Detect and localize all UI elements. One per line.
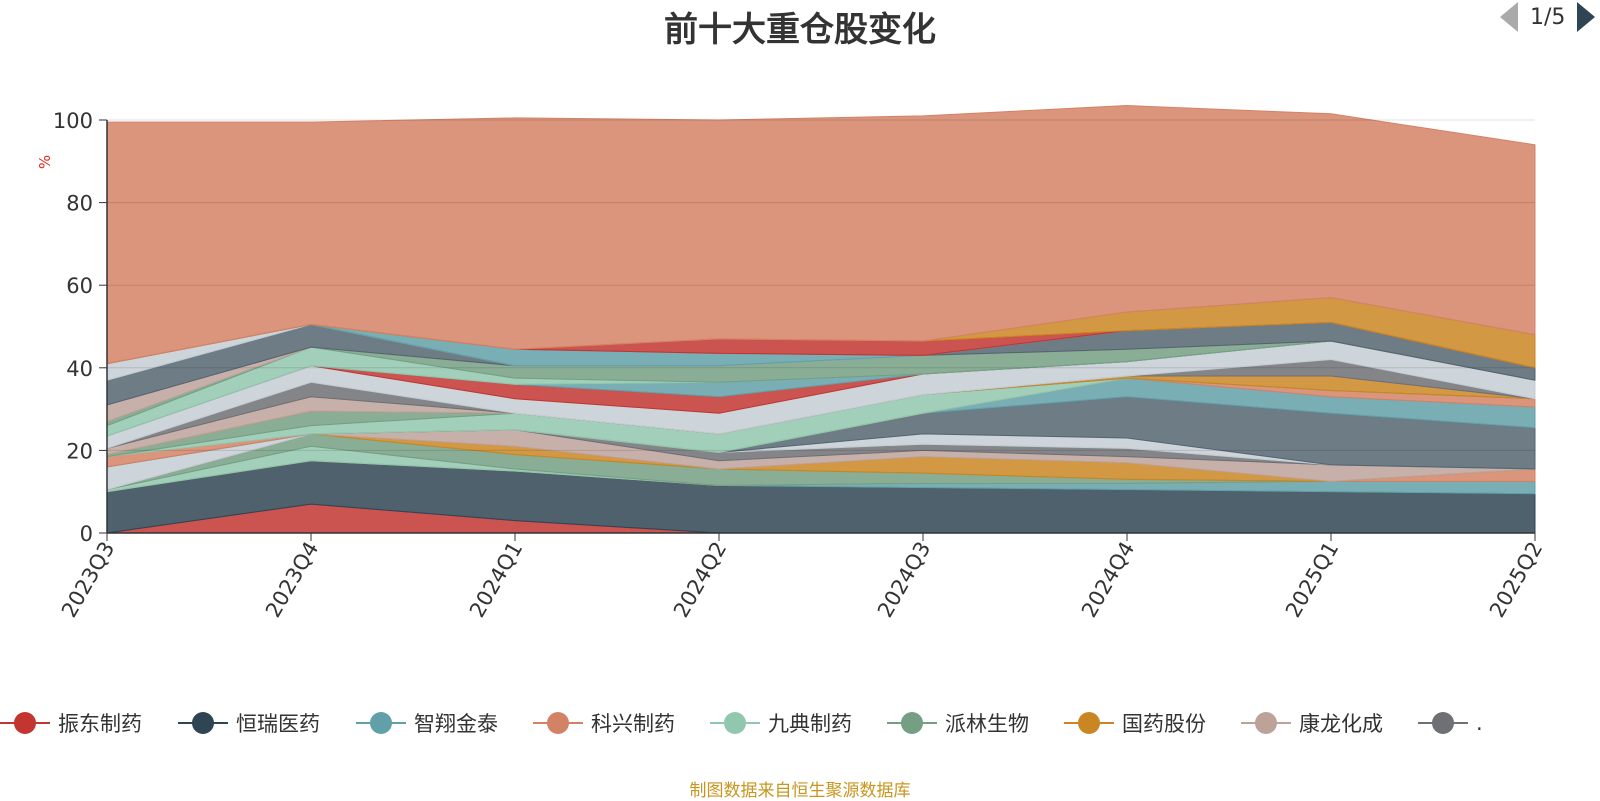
circle-icon bbox=[710, 706, 760, 740]
area-series-group bbox=[106, 105, 1536, 534]
y-tick-label: 40 bbox=[66, 357, 93, 381]
circle-icon bbox=[178, 706, 228, 740]
legend-item[interactable]: 振东制药 bbox=[0, 706, 142, 740]
legend-label: 国药股份 bbox=[1122, 712, 1206, 736]
circle-icon bbox=[1418, 706, 1468, 740]
stacked-area-chart: 0 20 40 60 80 100 2023Q3 2023Q4 2024Q1 2024Q2 2024… bbox=[36, 105, 1547, 622]
x-tick-label: 2024Q1 bbox=[465, 538, 527, 622]
x-tick-label: 2024Q4 bbox=[1077, 538, 1139, 622]
gridlines bbox=[107, 119, 1535, 451]
legend-item[interactable]: 派林生物 bbox=[887, 706, 1029, 740]
legend-item[interactable]: . bbox=[1418, 706, 1483, 740]
legend-item[interactable]: 九典制药 bbox=[710, 706, 852, 740]
y-tick-label: 100 bbox=[53, 109, 93, 133]
source-note: 制图数据来自恒生聚源数据库 bbox=[689, 781, 911, 801]
x-tick-label: 2023Q3 bbox=[57, 538, 119, 622]
y-tick-label: 60 bbox=[66, 274, 93, 298]
x-tick-label: 2023Q4 bbox=[261, 538, 323, 622]
legend-label: 振东制药 bbox=[58, 712, 142, 736]
y-axis-unit-label: % bbox=[36, 155, 54, 169]
y-tick-label: 80 bbox=[66, 192, 93, 216]
legend-label: 恒瑞医药 bbox=[236, 712, 320, 736]
legend-label: 科兴制药 bbox=[591, 712, 675, 736]
legend-next-page-icon[interactable] bbox=[1577, 2, 1596, 32]
legend-pager: 1/5 bbox=[1500, 0, 1596, 34]
legend-item[interactable]: 科兴制药 bbox=[533, 706, 675, 740]
legend-item[interactable]: 智翔金泰 bbox=[356, 706, 498, 740]
y-tick-label: 20 bbox=[66, 439, 93, 463]
circle-icon bbox=[0, 706, 50, 740]
legend: 振东制药 恒瑞医药 智翔金泰 科兴制药 九典制药 派林生物 国药股份 康龙化成. bbox=[0, 706, 1600, 740]
legend-label: . bbox=[1476, 711, 1483, 735]
legend-item[interactable]: 康龙化成 bbox=[1241, 706, 1383, 740]
legend-item[interactable]: 恒瑞医药 bbox=[178, 706, 320, 740]
legend-item[interactable]: 国药股份 bbox=[1064, 706, 1206, 740]
circle-icon bbox=[1241, 706, 1291, 740]
legend-label: 九典制药 bbox=[768, 712, 852, 736]
x-tick-label: 2024Q3 bbox=[873, 538, 935, 622]
legend-label: 派林生物 bbox=[945, 712, 1029, 736]
x-tick-label: 2025Q2 bbox=[1485, 538, 1547, 622]
circle-icon bbox=[887, 706, 937, 740]
legend-prev-page-icon[interactable] bbox=[1500, 2, 1518, 32]
chart-title: 前十大重仓股变化 bbox=[664, 10, 936, 50]
circle-icon bbox=[1064, 706, 1114, 740]
x-tick-label: 2024Q2 bbox=[669, 538, 731, 622]
y-tick-label: 0 bbox=[80, 522, 93, 546]
circle-icon bbox=[533, 706, 583, 740]
legend-label: 康龙化成 bbox=[1299, 712, 1383, 736]
x-tick-label: 2025Q1 bbox=[1281, 538, 1343, 622]
area-series-30[interactable] bbox=[106, 105, 1536, 365]
legend-page-indicator: 1/5 bbox=[1530, 4, 1566, 30]
circle-icon bbox=[356, 706, 406, 740]
legend-label: 智翔金泰 bbox=[414, 712, 498, 736]
